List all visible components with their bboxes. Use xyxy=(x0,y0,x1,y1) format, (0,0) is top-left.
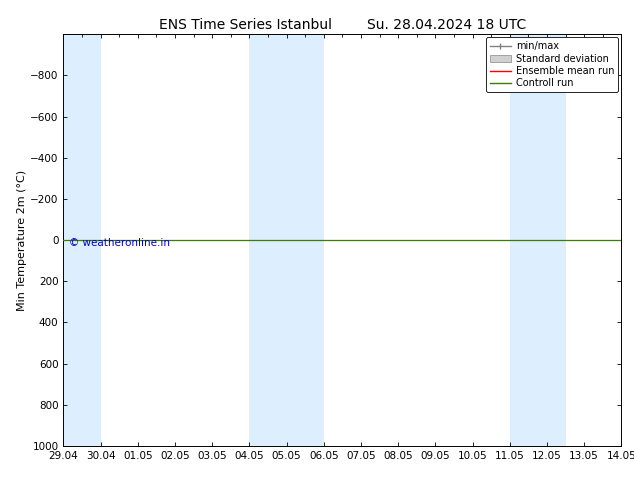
Bar xyxy=(510,34,566,446)
Bar xyxy=(249,34,324,446)
Legend: min/max, Standard deviation, Ensemble mean run, Controll run: min/max, Standard deviation, Ensemble me… xyxy=(486,37,618,92)
Y-axis label: Min Temperature 2m (°C): Min Temperature 2m (°C) xyxy=(17,170,27,311)
Title: ENS Time Series Istanbul        Su. 28.04.2024 18 UTC: ENS Time Series Istanbul Su. 28.04.2024 … xyxy=(158,18,526,32)
Bar xyxy=(63,34,101,446)
Text: © weatheronline.in: © weatheronline.in xyxy=(69,238,170,248)
